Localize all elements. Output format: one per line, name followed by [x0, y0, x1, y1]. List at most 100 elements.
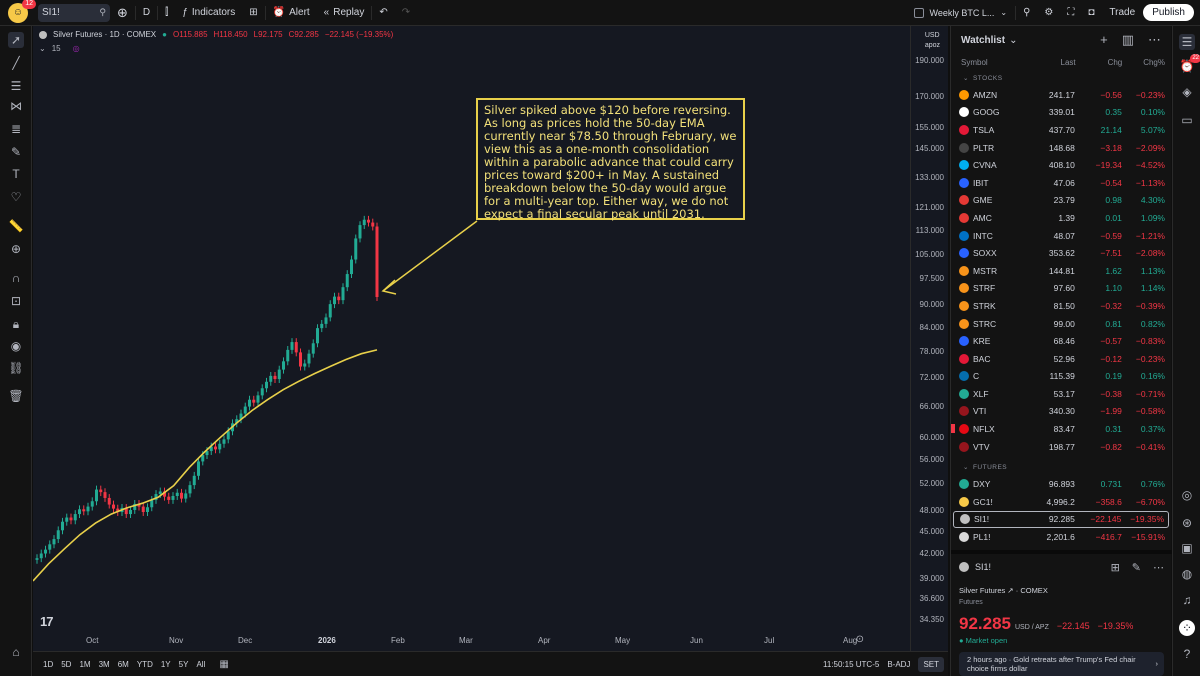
price-chart[interactable] [33, 26, 910, 629]
fullscreen-button[interactable]: ⛶ [1060, 0, 1081, 26]
price-scale[interactable]: USD apoz 190.000 170.000 155.000 145.000 133… [910, 26, 948, 651]
chevron-down-icon[interactable]: ⌄ [1009, 34, 1018, 46]
indicator-toggle[interactable]: ⌄ 15 ◎ [39, 44, 80, 53]
chart-type-button[interactable]: ⫿ [158, 0, 175, 26]
more-icon[interactable]: ⋯ [1153, 561, 1164, 574]
watchlist-row[interactable]: SI1! 92.285 −22.145 −19.35% [953, 510, 1169, 529]
watchlist-row[interactable]: C 115.39 0.19 0.16% [951, 368, 1171, 386]
indicators-button[interactable]: ƒ Indicators [175, 0, 242, 26]
range-button[interactable]: 5Y [178, 659, 189, 669]
plus-icon[interactable]: + [1100, 32, 1108, 47]
lock-drawings-icon[interactable]: ⊡ [10, 294, 22, 308]
link-icon[interactable]: ⛓ [8, 361, 24, 375]
clock-label[interactable]: 11:50:15 UTC-5 [822, 659, 880, 669]
alert-button[interactable]: ⏰ Alert [266, 0, 317, 26]
watchlist-row[interactable]: PLTR 148.68 −3.18 −2.09% [951, 139, 1171, 157]
layout-selector[interactable]: Weekly BTC L... ⌄ [906, 7, 1016, 18]
annotation-text-box[interactable]: Silver spiked above $120 before reversin… [476, 98, 745, 221]
templates-button[interactable]: ⊞ [242, 0, 264, 26]
col-chgp[interactable]: Chg% [1143, 57, 1165, 67]
columns-icon[interactable]: ▥ [1121, 32, 1134, 47]
currency-selector[interactable]: USD apoz [925, 31, 940, 51]
alerts-icon[interactable]: ⏰ 22 [1179, 54, 1200, 73]
watchlist-row[interactable]: INTC 48.07 −0.59 −1.21% [951, 227, 1171, 245]
section-futures[interactable]: ⌄ FUTURES [951, 459, 1171, 475]
help-icon[interactable]: ? [1183, 647, 1191, 661]
zoom-icon[interactable]: ⊕ [10, 242, 22, 256]
range-button[interactable]: 1M [79, 659, 91, 669]
symbol-search[interactable]: SI1! ⚲ [38, 3, 110, 22]
watchlist-title[interactable]: Watchlist [961, 34, 1006, 46]
watchlist-row[interactable]: STRC 99.00 0.81 0.82% [951, 315, 1171, 333]
col-symbol[interactable]: Symbol [961, 57, 988, 67]
date-range-icon[interactable]: ▦ [219, 658, 229, 670]
badj-button[interactable]: B-ADJ [887, 659, 911, 669]
lock-icon[interactable]: 🔒︎ [12, 317, 20, 331]
publish-button[interactable]: Publish [1143, 4, 1194, 21]
watchlist-icon[interactable]: ☰ [1179, 34, 1195, 50]
apps-icon[interactable]: ⁘ [1179, 620, 1195, 636]
fib-icon[interactable]: ≣ [10, 122, 22, 136]
layers-icon[interactable]: ◈ [1182, 85, 1192, 99]
quick-search-button[interactable]: ⚲ [1016, 0, 1037, 26]
eye-icon[interactable]: ◉ [10, 339, 22, 353]
range-button[interactable]: 3M [98, 659, 110, 669]
edit-icon[interactable]: ✎ [1131, 561, 1141, 574]
legend-title[interactable]: Silver Futures · 1D · COMEX [53, 30, 157, 39]
range-button[interactable]: 5D [61, 659, 72, 669]
watchlist-row[interactable]: TSLA 437.70 21.14 5.07% [951, 121, 1171, 139]
chat-icon[interactable]: ▭ [1181, 113, 1193, 127]
section-stocks[interactable]: ⌄ STOCKS [951, 70, 1171, 86]
time-axis[interactable]: Oct Nov Dec 2026 Feb Mar Apr May Jun Jul Aug ⊙ [33, 629, 910, 651]
detail-symbol[interactable]: SI1! [975, 562, 992, 572]
replay-button[interactable]: «Replay [317, 0, 372, 26]
chart-pane[interactable]: Silver Futures · 1D · COMEX ● O115.885 H… [33, 26, 948, 676]
podcast-icon[interactable]: ◍ [1181, 567, 1193, 581]
settings-circle-icon[interactable]: ⊙ [855, 634, 864, 645]
brush-icon[interactable]: ✎ [10, 145, 22, 159]
set-button[interactable]: SET [918, 656, 944, 672]
range-button[interactable]: 1D [43, 659, 54, 669]
range-button[interactable]: YTD [136, 659, 153, 669]
user-avatar[interactable]: ☺ 12 [8, 0, 36, 23]
pulse-icon[interactable]: ⊛ [1181, 516, 1193, 530]
watchlist-row[interactable]: BAC 52.96 −0.12 −0.23% [951, 350, 1171, 368]
watchlist-row[interactable]: SOXX 353.62 −7.51 −2.08% [951, 244, 1171, 262]
watchlist-row[interactable]: NFLX 83.47 0.31 0.37% [951, 420, 1171, 438]
col-chg[interactable]: Chg [1107, 57, 1123, 67]
watchlist-row[interactable]: STRF 97.60 1.10 1.14% [951, 280, 1171, 298]
settings-button[interactable]: ⚙ [1037, 0, 1060, 26]
watchlist-row[interactable]: KRE 68.46 −0.57 −0.83% [951, 332, 1171, 350]
watchlist-row[interactable]: IBIT 47.06 −0.54 −1.13% [951, 174, 1171, 192]
cursor-icon[interactable]: ➚ [8, 32, 24, 48]
detail-name[interactable]: Silver Futures [959, 586, 1006, 595]
interval-button[interactable]: D [136, 0, 157, 26]
undo-button[interactable]: ↶ [372, 0, 394, 26]
watchlist-row[interactable]: VTI 340.30 −1.99 −0.58% [951, 403, 1171, 421]
calendar-icon[interactable]: ▣ [1181, 541, 1193, 555]
range-button[interactable]: All [196, 659, 206, 669]
watchlist-row[interactable]: MSTR 144.81 1.62 1.13% [951, 262, 1171, 280]
heart-icon[interactable]: ♡ [10, 190, 22, 204]
watchlist-row[interactable]: VTV 198.77 −0.82 −0.41% [951, 438, 1171, 456]
ruler-icon[interactable]: 📏 [8, 219, 24, 233]
watchlist-row[interactable]: AMZN 241.17 −0.56 −0.23% [951, 86, 1171, 104]
trash-icon[interactable]: 🗑︎ [8, 389, 24, 403]
news-headline[interactable]: 2 hours ago · Gold retreats after Trump'… [959, 652, 1164, 676]
pattern-icon[interactable]: ⋈ [10, 99, 22, 113]
magnet-icon[interactable]: ∩ [11, 271, 21, 285]
range-button[interactable]: 1Y [160, 659, 171, 669]
watchlist-row[interactable]: PL1! 2,201.6 −416.7 −15.91% [951, 528, 1171, 546]
horizontal-lines-icon[interactable]: ☰ [10, 79, 22, 93]
house-icon[interactable]: ⌂ [12, 645, 20, 659]
compare-button[interactable]: ⊕ [110, 0, 135, 26]
range-button[interactable]: 6M [117, 659, 129, 669]
watchlist-row[interactable]: AMC 1.39 0.01 1.09% [951, 209, 1171, 227]
target-icon[interactable]: ◎ [1181, 488, 1193, 502]
redo-button[interactable]: ↷ [395, 0, 417, 26]
watchlist-row[interactable]: DXY 96.893 0.731 0.76% [951, 475, 1171, 493]
watchlist-row[interactable]: GME 23.79 0.98 4.30% [951, 192, 1171, 210]
trade-button[interactable]: Trade [1109, 7, 1136, 18]
bell-icon[interactable]: ♫ [1182, 593, 1192, 607]
snapshot-button[interactable]: ◘ [1081, 0, 1101, 26]
